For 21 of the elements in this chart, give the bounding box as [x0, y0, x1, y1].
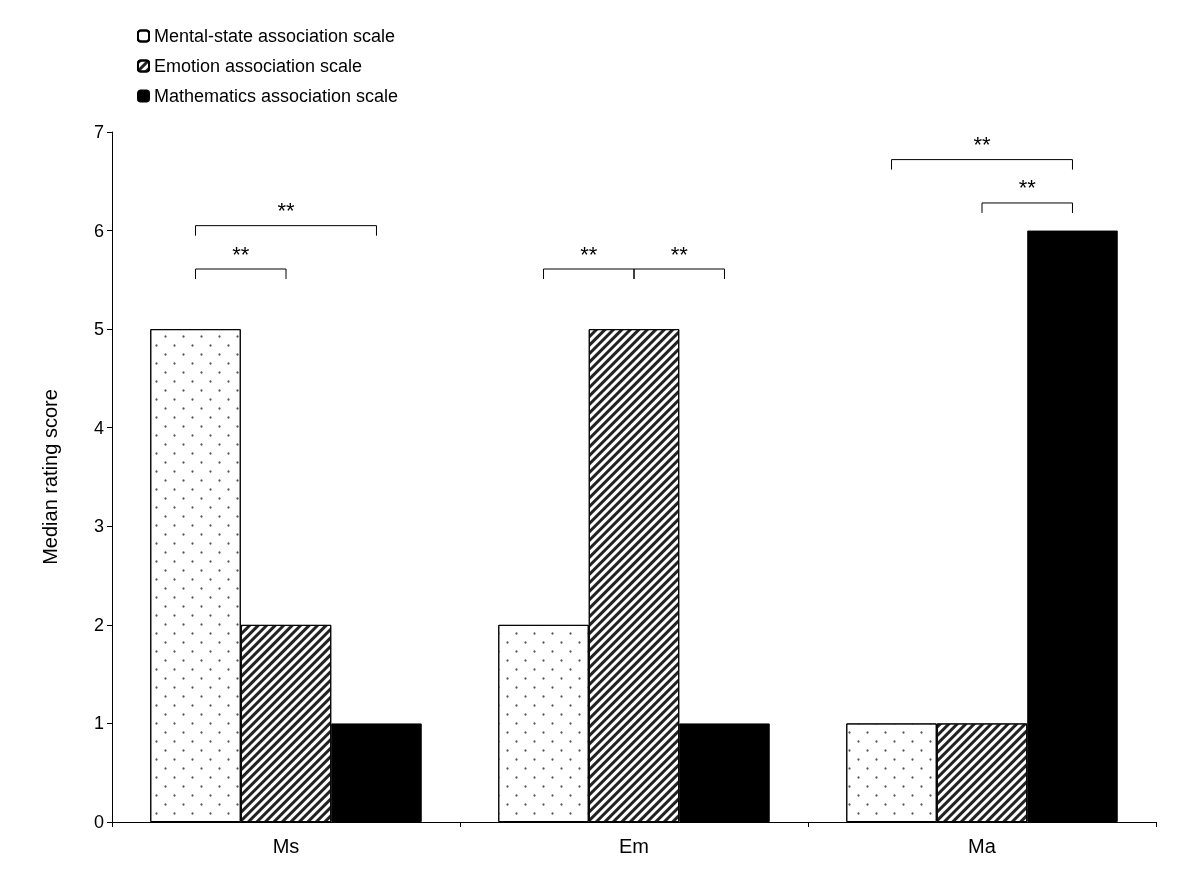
- y-tick-label: 5: [93, 319, 104, 340]
- annotation: **: [232, 241, 250, 267]
- x-tick-label: Ma: [968, 835, 997, 857]
- y-tick-label: 0: [93, 812, 104, 832]
- y-axis-title: Median rating score: [39, 389, 61, 565]
- annotation: **: [1018, 175, 1037, 201]
- y-tick-label: 4: [93, 417, 104, 438]
- annotation: **: [670, 241, 689, 267]
- y-tick-label: 6: [93, 220, 104, 241]
- legend-label: Mental-state association scale: [154, 26, 396, 46]
- x-tick-label: Ms: [272, 835, 300, 857]
- legend-label: Emotion association scale: [154, 56, 363, 76]
- y-tick-label: 7: [93, 122, 104, 142]
- y-tick-label: 2: [93, 614, 104, 635]
- x-tick-label: Em: [619, 835, 649, 857]
- annotation: **: [973, 132, 991, 158]
- y-tick-label: 1: [93, 713, 104, 734]
- legend-label: Mathematics association scale: [154, 86, 399, 106]
- annotation: **: [580, 241, 598, 267]
- annotation: **: [277, 198, 295, 224]
- y-tick-label: 3: [93, 516, 104, 537]
